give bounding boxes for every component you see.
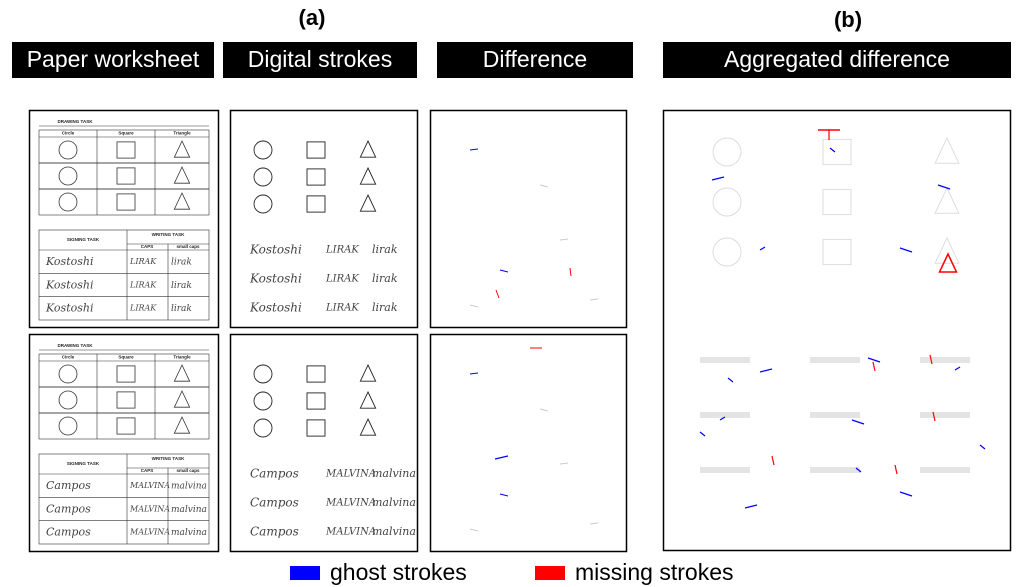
task-title: SIGNING TASK: [67, 237, 100, 242]
difference: [431, 335, 627, 552]
task-title: DRAWING TASK: [58, 343, 94, 348]
caps-writing: MALVINA: [129, 481, 170, 490]
signature: Kostoshi: [249, 272, 302, 286]
legend-swatch: [290, 566, 320, 580]
caps-writing: LIRAK: [129, 304, 157, 313]
panel-frame: [431, 335, 627, 552]
page: {"labels": {"a": "(a)", "b": "(b)"}, "he…: [0, 0, 1021, 587]
panel-frame: [30, 335, 219, 552]
small-writing: lirak: [372, 272, 398, 285]
caps-writing: MALVINA: [325, 498, 376, 509]
column-label: Circle: [62, 355, 75, 360]
signature: Kostoshi: [249, 243, 302, 257]
column-label: Square: [118, 131, 134, 136]
caps-writing: LIRAK: [325, 245, 359, 256]
panel-label: (a): [299, 5, 326, 30]
column-label: Triangle: [173, 131, 191, 136]
column-label: small caps: [176, 244, 200, 249]
small-writing: lirak: [171, 304, 192, 314]
panel-frame: [30, 111, 219, 328]
small-writing: malvina: [171, 505, 207, 515]
figure: (a) (b) Paper worksheet Digital strokes …: [0, 0, 1021, 587]
signature: Campos: [46, 479, 91, 492]
column-label: Square: [118, 355, 134, 360]
signature: Campos: [46, 502, 91, 515]
legend: ghost strokes missing strokes: [290, 559, 733, 585]
column-label: Circle: [62, 131, 75, 136]
column-header: Aggregated difference: [724, 46, 950, 72]
panel-label: (b): [834, 7, 862, 32]
column-header: Difference: [483, 46, 587, 72]
small-writing: lirak: [171, 281, 192, 291]
column-label: CAPS: [141, 244, 154, 249]
signature: Campos: [46, 526, 91, 539]
task-title: WRITING TASK: [152, 456, 185, 461]
small-writing: malvina: [171, 482, 207, 492]
task-title: SIGNING TASK: [67, 461, 100, 466]
small-writing: lirak: [372, 301, 398, 314]
digital-strokes: CamposMALVINAmalvinaCamposMALVINAmalvina…: [231, 335, 418, 552]
legend-label: ghost strokes: [330, 559, 467, 585]
column-label: small caps: [176, 468, 200, 473]
column-label: CAPS: [141, 468, 154, 473]
signature: Kostoshi: [249, 301, 302, 315]
digital-strokes: Kostoshi LIRAK lirak Kostoshi LIRAK lirak Kost…: [231, 111, 418, 328]
column-header: Paper worksheet: [27, 46, 200, 72]
task-title: DRAWING TASK: [58, 119, 94, 124]
panel-frame: [431, 111, 627, 328]
small-writing: malvina: [372, 496, 416, 509]
caps-writing: LIRAK: [129, 257, 157, 266]
caps-writing: MALVINA: [325, 469, 376, 480]
caps-writing: LIRAK: [325, 274, 359, 285]
legend-label: missing strokes: [575, 559, 733, 585]
small-writing: malvina: [372, 525, 416, 538]
paper-worksheet: DRAWING TASK Circle Square Triangle SIGNING …: [30, 111, 219, 328]
task-title: WRITING TASK: [152, 232, 185, 237]
column-header: Digital strokes: [248, 46, 392, 72]
caps-writing: LIRAK: [129, 280, 157, 289]
caps-writing: MALVINA: [129, 504, 170, 513]
signature: Kostoshi: [45, 278, 93, 291]
caps-writing: MALVINA: [325, 527, 376, 538]
caps-writing: LIRAK: [325, 303, 359, 314]
caps-writing: MALVINA: [129, 528, 170, 537]
small-writing: malvina: [372, 467, 416, 480]
signature: Kostoshi: [45, 255, 93, 268]
paper-worksheet: DRAWING TASK Circle Square Triangle SIGNING …: [30, 335, 219, 552]
signature: Campos: [250, 525, 299, 539]
aggregate-panel: [664, 111, 1011, 551]
panel-frame: [231, 335, 418, 552]
panel-frame: [231, 111, 418, 328]
small-writing: lirak: [372, 243, 398, 256]
difference: [431, 111, 627, 328]
legend-swatch: [535, 566, 565, 580]
small-writing: malvina: [171, 528, 207, 538]
signature: Campos: [250, 496, 299, 510]
column-label: Triangle: [173, 355, 191, 360]
signature: Kostoshi: [45, 302, 93, 315]
signature: Campos: [250, 467, 299, 481]
small-writing: lirak: [171, 258, 192, 268]
